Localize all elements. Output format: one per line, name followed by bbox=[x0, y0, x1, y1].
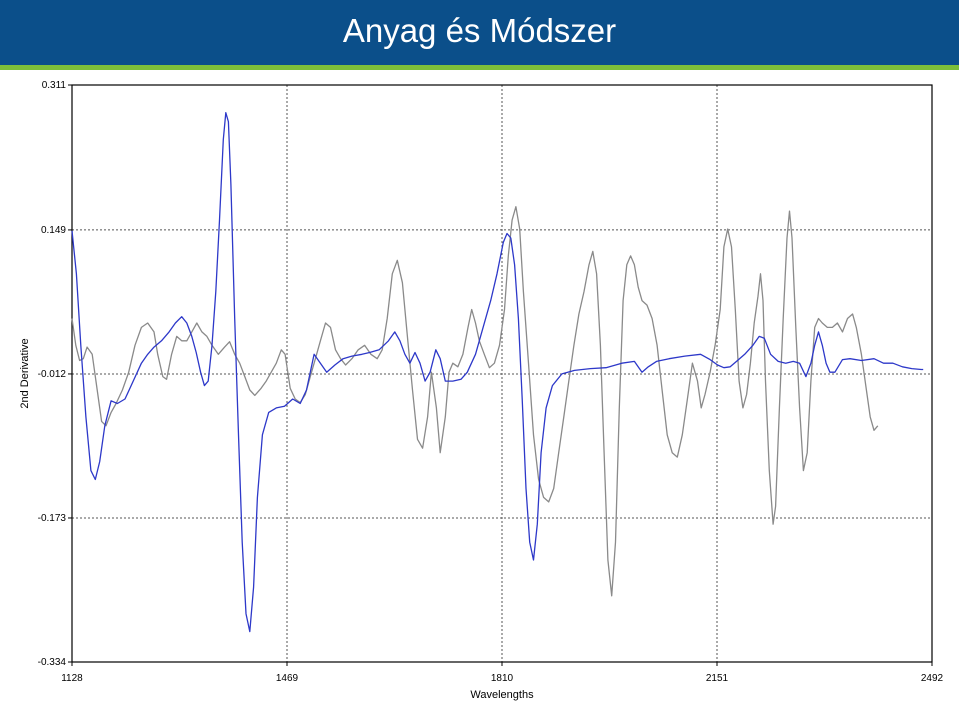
slide-header: Anyag és Módszer bbox=[0, 0, 959, 65]
chart: 0.311 0.149 -0.012 -0.173 -0.334 1128 1469 181… bbox=[19, 80, 944, 701]
y-tick-label: 0.311 bbox=[42, 80, 67, 91]
y-axis-ticks: 0.311 0.149 -0.012 -0.173 -0.334 bbox=[38, 80, 72, 668]
slide-title: Anyag és Módszer bbox=[342, 12, 617, 49]
y-axis-label: 2nd Derivative bbox=[19, 338, 31, 408]
x-tick-label: 1128 bbox=[61, 673, 83, 684]
header-accent-bar bbox=[0, 65, 959, 70]
y-tick-label: -0.334 bbox=[38, 657, 67, 668]
x-axis-label: Wavelengths bbox=[470, 689, 534, 701]
y-tick-label: -0.173 bbox=[38, 513, 67, 524]
y-tick-label: -0.012 bbox=[38, 369, 67, 380]
y-tick-label: 0.149 bbox=[41, 225, 66, 236]
x-tick-label: 1810 bbox=[491, 673, 514, 684]
chart-series bbox=[71, 112, 924, 633]
series-line-blue bbox=[71, 112, 924, 633]
x-tick-label: 2492 bbox=[921, 673, 944, 684]
x-tick-label: 1469 bbox=[276, 673, 299, 684]
series-line-gray bbox=[71, 206, 879, 597]
x-axis-ticks: 1128 1469 1810 2151 2492 bbox=[61, 662, 944, 684]
x-tick-label: 2151 bbox=[706, 673, 729, 684]
